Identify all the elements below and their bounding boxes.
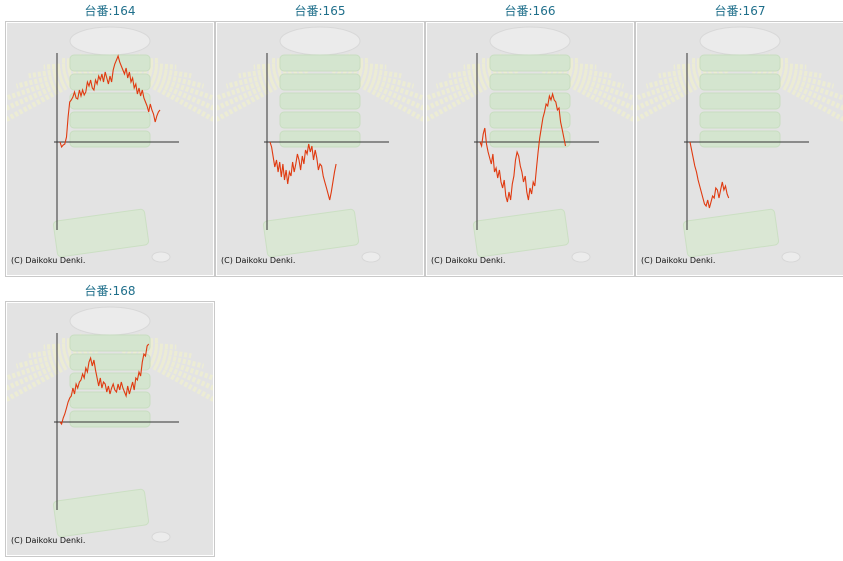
machine-number-link[interactable]: 台番:168	[84, 284, 136, 298]
slump-graph: (C) Daikoku Denki.	[637, 23, 843, 275]
graph-panel: (C) Daikoku Denki.	[5, 301, 215, 557]
slump-graph: (C) Daikoku Denki.	[7, 303, 213, 555]
copyright-text: (C) Daikoku Denki.	[11, 256, 85, 265]
background-illustration	[217, 26, 423, 263]
machine-card: 台番:167 (C) Daikoku Denki.	[635, 4, 843, 277]
slump-line	[689, 141, 730, 209]
machine-card: 台番:164 (C) Daikoku Denki.	[5, 4, 215, 277]
machine-number-link[interactable]: 台番:165	[294, 4, 346, 18]
background-illustration	[7, 306, 213, 543]
slump-line	[59, 54, 161, 149]
graph-panel: (C) Daikoku Denki.	[425, 21, 635, 277]
graph-panel: (C) Daikoku Denki.	[5, 21, 215, 277]
slump-graph: (C) Daikoku Denki.	[7, 23, 213, 275]
machine-card: 台番:166 (C) Daikoku Denki.	[425, 4, 635, 277]
machine-number-link[interactable]: 台番:167	[714, 4, 766, 18]
copyright-text: (C) Daikoku Denki.	[641, 256, 715, 265]
machine-number-link[interactable]: 台番:166	[504, 4, 556, 18]
copyright-text: (C) Daikoku Denki.	[11, 536, 85, 545]
slump-line	[479, 91, 567, 203]
background-illustration	[7, 26, 213, 263]
graph-panel: (C) Daikoku Denki.	[635, 21, 843, 277]
machine-card: 台番:168 (C) Daikoku Denki.	[5, 284, 215, 557]
background-illustration	[637, 26, 843, 263]
machine-number-link[interactable]: 台番:164	[84, 4, 136, 18]
background-illustration	[427, 26, 633, 263]
copyright-text: (C) Daikoku Denki.	[221, 256, 295, 265]
slump-graph: (C) Daikoku Denki.	[217, 23, 423, 275]
machine-card: 台番:165 (C) Daikoku Denki.	[215, 4, 425, 277]
slump-line	[269, 141, 337, 201]
copyright-text: (C) Daikoku Denki.	[431, 256, 505, 265]
slump-line	[59, 343, 150, 426]
graph-panel: (C) Daikoku Denki.	[215, 21, 425, 277]
slump-graph: (C) Daikoku Denki.	[427, 23, 633, 275]
